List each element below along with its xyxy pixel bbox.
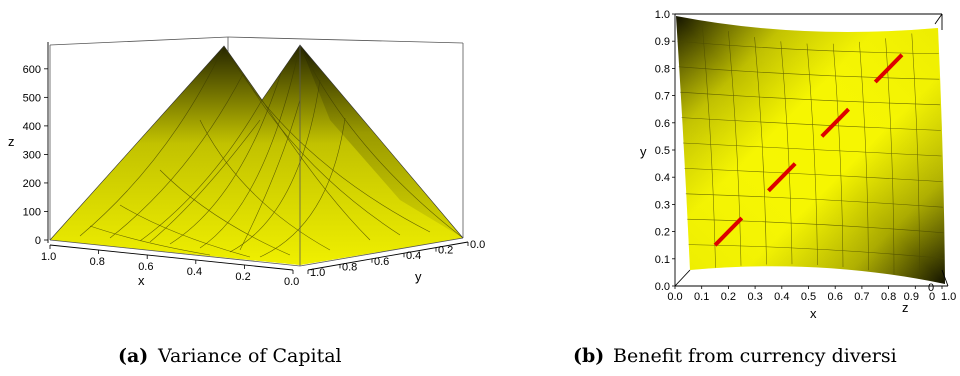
x-tick-label: 0.8 (881, 291, 896, 303)
diversification-segment (713, 216, 744, 247)
x-tick-label: 0.3 (747, 291, 762, 303)
diversification-segment (873, 53, 904, 84)
mesh-line (832, 43, 844, 267)
z-tick-label: 200 (23, 178, 41, 190)
y-axis-label: y (640, 144, 647, 159)
x-tick-labels: 0.0 0.1 0.2 0.3 0.4 0.5 0.6 0.7 0.8 0.9 (667, 286, 943, 303)
y-tick-label: 0.4 (406, 250, 421, 262)
z-axis-label: z (8, 134, 15, 149)
z-tick-label: 400 (23, 121, 41, 133)
y-tick-label: 0.2 (655, 227, 670, 239)
corner-tick-2: 1.0 (941, 291, 956, 303)
diversification-segment (767, 162, 797, 193)
z-tick-label: 300 (23, 149, 41, 161)
mesh-line (754, 37, 767, 265)
y-tick-label: 0.0 (655, 281, 670, 293)
x-tick-label: 0.0 (284, 276, 299, 288)
mesh-line (688, 244, 945, 259)
caption-b: (b) Benefit from currency diversi (573, 345, 897, 367)
x-tick-label: 0.4 (187, 266, 202, 278)
x-tick-label: 0.2 (235, 271, 250, 283)
y-tick-label: 0.8 (342, 261, 357, 273)
y-tick-label: 0.7 (655, 91, 670, 103)
y-tick-label: 1.0 (655, 9, 670, 21)
corner-tick-0: 0 (928, 282, 934, 294)
caption-a: (a) Variance of Capital (118, 345, 342, 367)
x-tick-label: 0.4 (774, 291, 789, 303)
mesh-line (678, 66, 940, 80)
y-tick-label: 0.2 (438, 245, 453, 257)
axes (47, 42, 469, 271)
y-tick-label: 0.0 (470, 239, 485, 251)
caption-b-label: (b) (573, 345, 604, 367)
y-tick-label: 0.4 (655, 172, 670, 184)
mesh-line (682, 142, 942, 157)
panel-a-surface-plot: 1.0 0.8 0.6 0.4 0.2 0.0 1.0 0.8 0.6 0.4 0.2 0.0 01… (8, 36, 485, 288)
y-tick-label: 0.9 (655, 36, 670, 48)
corner-tick-1: 0 (929, 291, 935, 303)
x-tick-label: 0.5 (801, 291, 816, 303)
y-tick-label: 0.1 (655, 254, 670, 266)
mesh-line (701, 23, 716, 268)
y-tick-labels: 1.0 0.8 0.6 0.4 0.2 0.0 (307, 239, 485, 279)
x-axis-label: x (138, 273, 145, 288)
x-tick-label: 0.9 (904, 291, 919, 303)
mesh-line (681, 117, 941, 131)
y-tick-label: 1.0 (310, 267, 325, 279)
diversification-segments (713, 53, 904, 247)
y-tick-label: 0.6 (374, 256, 389, 268)
x-tick-labels: 1.0 0.8 0.6 0.4 0.2 0.0 (41, 245, 299, 288)
y-tick-label: 0.3 (655, 199, 670, 211)
x-axis-label: x (810, 306, 817, 321)
mesh-line (685, 193, 943, 208)
caption-a-text: Variance of Capital (157, 345, 342, 367)
x-tick-label: 0.6 (138, 261, 153, 273)
front-box-edges (49, 45, 464, 267)
caption-a-label: (a) (118, 345, 148, 367)
y-tick-label: 0.6 (655, 118, 670, 130)
surface-mesh (677, 23, 945, 279)
panel-b-top-view-plot: 0.0 0.1 0.2 0.3 0.4 0.5 0.6 0.7 0.8 0.9 0.0 0.1 0.2… (640, 9, 956, 321)
mesh-line (806, 43, 818, 266)
mesh-line (677, 41, 939, 54)
x-tick-label: 1.0 (41, 251, 56, 263)
mesh-line (780, 41, 793, 265)
mesh-line (911, 33, 920, 279)
z-tick-label: 600 (23, 64, 41, 76)
mesh-line (680, 91, 941, 106)
x-tick-label: 0.8 (90, 256, 105, 268)
z-tick-labels: 0 100 200 300 400 500 600 (23, 64, 48, 247)
x-tick-label: 0.7 (854, 291, 869, 303)
mesh-line (687, 218, 944, 234)
x-tick-label: 0.6 (828, 291, 843, 303)
y-tick-label: 0.5 (655, 145, 670, 157)
mesh-line (859, 41, 869, 271)
x-tick-label: 0.0 (667, 291, 682, 303)
x-tick-label: 0.2 (721, 291, 736, 303)
z-tick-label: 0 (35, 235, 41, 247)
caption-b-text: Benefit from currency diversi (613, 345, 897, 367)
mesh-line (684, 168, 943, 182)
mesh-line (728, 31, 742, 266)
z-tick-label: 500 (23, 92, 41, 104)
diversification-segment (820, 107, 850, 138)
x-tick-label: 0.1 (694, 291, 709, 303)
z-tick-label: 100 (23, 206, 41, 218)
y-axis-label: y (415, 269, 422, 284)
y-tick-labels: 0.0 0.1 0.2 0.3 0.4 0.5 0.6 0.7 0.8 0.9 1.0 (655, 9, 675, 293)
z-axis-label: z (902, 300, 909, 315)
y-tick-label: 0.8 (655, 63, 670, 75)
surface (49, 44, 464, 265)
